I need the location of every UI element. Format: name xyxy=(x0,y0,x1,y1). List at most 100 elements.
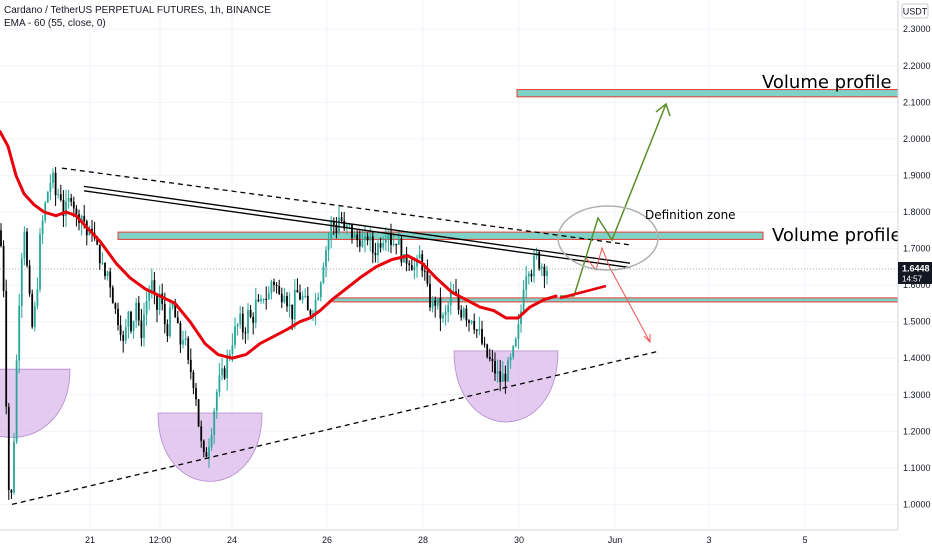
candlestick-series xyxy=(0,166,548,500)
candle-body xyxy=(338,217,340,233)
price-axis-labels: 2.3000 2.2000 2.1000 2.0000 1.9000 1.8000 1.70… xyxy=(903,24,931,509)
candle-body xyxy=(0,230,2,246)
candle-body xyxy=(265,298,268,300)
candle-body xyxy=(132,320,135,332)
candle-body xyxy=(377,243,379,256)
candle-body xyxy=(210,434,213,448)
candle-body xyxy=(111,287,114,304)
candle-body xyxy=(509,356,512,361)
definition-zone-label: Definition zone xyxy=(645,208,736,222)
candle-body xyxy=(442,315,444,319)
candle-body xyxy=(117,308,119,326)
candle-body xyxy=(291,304,294,320)
candle-body xyxy=(166,324,169,337)
candle-body xyxy=(221,368,223,376)
grid xyxy=(0,0,898,530)
candle-body xyxy=(41,220,44,235)
price-tick-label: 2.1000 xyxy=(903,97,931,107)
candle-body xyxy=(460,309,463,318)
candle-body xyxy=(374,253,377,256)
candle-body xyxy=(283,296,286,303)
candle-body xyxy=(137,302,140,321)
candle-body xyxy=(70,197,73,202)
candle-body xyxy=(444,312,447,316)
candle-body xyxy=(353,234,356,238)
candle-body xyxy=(533,255,535,277)
candle-body xyxy=(296,289,299,293)
candle-body xyxy=(104,262,106,277)
candle-body xyxy=(530,273,533,277)
candle-body xyxy=(327,238,330,251)
candle-body xyxy=(478,328,481,331)
candle-body xyxy=(301,296,304,300)
symbol-title[interactable]: Cardano / TetherUS PERPETUAL FUTURES, 1h… xyxy=(4,5,271,16)
candle-body xyxy=(348,224,351,226)
candle-body xyxy=(15,360,18,442)
candle-body xyxy=(278,286,281,294)
candle-body xyxy=(150,280,153,292)
candle-body xyxy=(208,447,210,457)
candle-body xyxy=(473,320,476,330)
candle-body xyxy=(31,293,34,327)
candle-body xyxy=(234,326,236,346)
time-tick-label: 30 xyxy=(514,535,524,545)
candle-body xyxy=(257,299,260,302)
candle-body xyxy=(23,231,26,259)
candle-body xyxy=(447,305,450,313)
time-tick-label: 3 xyxy=(706,535,711,545)
candle-body xyxy=(67,197,70,202)
candle-body xyxy=(468,320,470,323)
candle-body xyxy=(481,328,483,344)
red-arrow-head xyxy=(643,334,651,344)
candle-body xyxy=(434,300,437,306)
cup-pattern-3 xyxy=(453,350,559,423)
candle-body xyxy=(429,283,431,308)
candle-body xyxy=(145,300,148,315)
candle-body xyxy=(218,375,221,392)
volume-profile-zone-middle xyxy=(117,231,764,240)
candle-body xyxy=(504,373,507,382)
candle-body xyxy=(122,335,125,341)
candle-body xyxy=(517,324,520,339)
upper-dashed-trendline xyxy=(61,167,631,246)
candle-body xyxy=(156,293,158,310)
candle-body xyxy=(439,298,442,319)
candle-body xyxy=(223,368,226,379)
volume-profile-label-top: Volume profile xyxy=(762,72,892,93)
red-ema-extension xyxy=(559,284,607,300)
currency-badge[interactable]: USDT xyxy=(901,3,929,19)
candle-body xyxy=(189,359,192,373)
cup-patterns xyxy=(0,350,559,482)
candle-body xyxy=(418,254,421,259)
candle-body xyxy=(163,303,166,325)
candle-body xyxy=(200,426,203,441)
candle-body xyxy=(449,292,452,306)
candle-body xyxy=(426,270,429,284)
time-tick-label: 5 xyxy=(802,535,807,545)
candle-body xyxy=(244,332,247,334)
candle-body xyxy=(205,452,208,457)
price-tick-label: 1.6000 xyxy=(903,280,931,290)
candle-body xyxy=(520,311,522,325)
indicator-label[interactable]: EMA - 60 (55, close, 0) xyxy=(4,18,106,29)
candle-body xyxy=(153,280,156,294)
price-tick-label: 1.2000 xyxy=(903,426,931,436)
time-axis[interactable] xyxy=(0,530,898,550)
candle-body xyxy=(260,299,262,302)
candle-body xyxy=(379,243,382,248)
candle-body xyxy=(486,344,489,358)
candle-body xyxy=(306,295,309,311)
candle-body xyxy=(179,323,182,345)
price-tick-label: 1.0000 xyxy=(903,499,931,509)
candle-body xyxy=(462,308,465,318)
candle-body xyxy=(299,292,301,300)
projection-arrows xyxy=(559,102,671,344)
candle-body xyxy=(356,234,359,241)
volume-profile-label-mid: Volume profile xyxy=(772,225,902,246)
candle-body xyxy=(236,324,239,327)
candle-body xyxy=(387,233,390,240)
candle-body xyxy=(543,266,546,277)
candle-body xyxy=(176,317,179,324)
candle-body xyxy=(322,266,325,283)
